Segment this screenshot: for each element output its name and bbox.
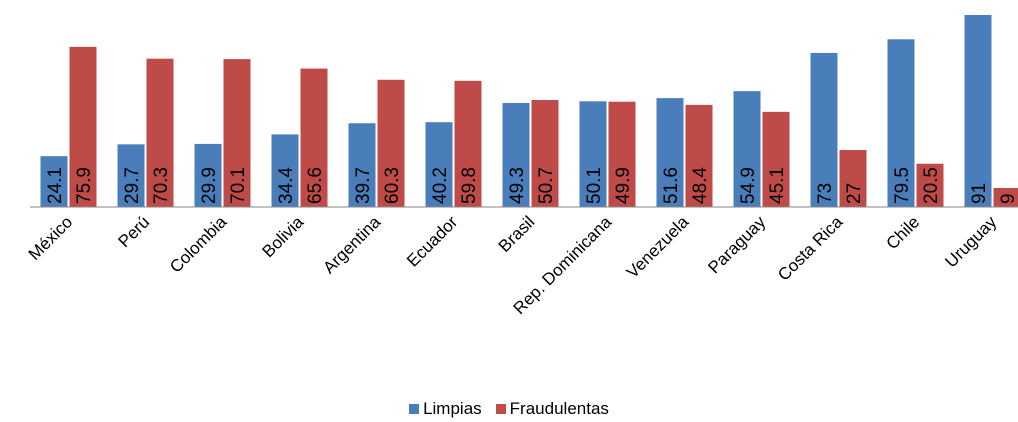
data-label-fraudulentas-costa-rica: 27 xyxy=(844,183,865,204)
bar-fraudulentas-chile xyxy=(916,163,944,207)
data-label-limpias-chile: 79.5 xyxy=(892,167,913,204)
data-label-limpias-costa-rica: 73 xyxy=(815,183,836,204)
bar-limpias-brasil xyxy=(502,102,530,207)
data-label-limpias-venezuela: 51.6 xyxy=(661,167,682,204)
data-label-limpias-peru: 29.7 xyxy=(122,167,143,204)
data-label-limpias-paraguay: 54.9 xyxy=(738,167,759,204)
data-label-fraudulentas-chile: 20.5 xyxy=(921,167,942,204)
data-label-fraudulentas-venezuela: 48.4 xyxy=(690,167,711,204)
bar-limpias-peru xyxy=(117,144,145,207)
bar-limpias-chile xyxy=(887,39,915,208)
category-label-colombia: Colombia xyxy=(166,212,231,277)
bars-layer xyxy=(40,15,1018,208)
data-label-limpias-uruguay: 91 xyxy=(969,183,990,204)
legend-swatch-limpias xyxy=(409,404,420,414)
bar-fraudulentas-rep-dominicana xyxy=(608,101,636,207)
category-label-costa-rica: Costa Rica xyxy=(774,212,847,285)
bar-limpias-ecuador xyxy=(425,122,453,207)
bar-limpias-paraguay xyxy=(733,91,761,207)
category-label-ecuador: Ecuador xyxy=(403,212,461,270)
data-label-fraudulentas-mexico: 75.9 xyxy=(74,167,95,204)
data-label-limpias-colombia: 29.9 xyxy=(199,167,220,204)
bar-limpias-colombia xyxy=(194,143,222,207)
data-label-fraudulentas-uruguay: 9 xyxy=(998,193,1018,204)
bar-fraudulentas-brasil xyxy=(531,100,559,207)
category-label-uruguay: Uruguay xyxy=(941,212,1000,271)
data-label-fraudulentas-bolivia: 65.6 xyxy=(305,167,326,204)
category-label-paraguay: Paraguay xyxy=(704,212,769,277)
data-label-fraudulentas-rep-dominicana: 49.9 xyxy=(613,167,634,204)
value-labels-layer: 24.1 75.9 29.7 70.3 29.9 70.1 34.4 65.6 39.7 60.3… xyxy=(45,167,1018,204)
legend-item-fraudulentas: Fraudulentas xyxy=(495,399,609,419)
bar-fraudulentas-peru xyxy=(146,58,174,207)
category-label-bolivia: Bolivia xyxy=(258,212,307,261)
category-label-mexico: México xyxy=(25,212,77,264)
bar-chart: 24.1 75.9 29.7 70.3 29.9 70.1 34.4 65.6 39.7 60.3… xyxy=(25,15,1018,318)
data-label-fraudulentas-paraguay: 45.1 xyxy=(767,167,788,204)
data-label-limpias-brasil: 49.3 xyxy=(507,167,528,204)
bar-limpias-uruguay xyxy=(964,15,992,207)
bar-limpias-bolivia xyxy=(271,134,299,207)
legend-item-limpias: Limpias xyxy=(409,399,482,419)
bar-fraudulentas-uruguay xyxy=(993,188,1018,207)
category-label-brasil: Brasil xyxy=(495,212,538,255)
bar-fraudulentas-mexico xyxy=(69,46,97,207)
category-labels-layer: México Perú Colombia Bolivia Argentina Ecuado… xyxy=(25,212,1001,318)
data-label-limpias-bolivia: 34.4 xyxy=(276,167,297,204)
category-label-venezuela: Venezuela xyxy=(623,212,693,282)
legend-label-fraudulentas: Fraudulentas xyxy=(509,399,609,418)
data-label-fraudulentas-colombia: 70.1 xyxy=(228,167,249,204)
legend: Limpias Fraudulentas xyxy=(0,399,1018,419)
bar-fraudulentas-venezuela xyxy=(685,104,713,207)
data-label-fraudulentas-argentina: 60.3 xyxy=(382,167,403,204)
legend-label-limpias: Limpias xyxy=(423,399,482,418)
bar-limpias-mexico xyxy=(40,156,68,207)
bar-fraudulentas-paraguay xyxy=(762,111,790,207)
bar-fraudulentas-costa-rica xyxy=(839,150,867,207)
bar-fraudulentas-colombia xyxy=(223,59,251,207)
category-label-peru: Perú xyxy=(114,212,153,251)
data-label-limpias-rep-dominicana: 50.1 xyxy=(584,167,605,204)
bar-fraudulentas-bolivia xyxy=(300,68,328,207)
data-label-fraudulentas-brasil: 50.7 xyxy=(536,167,557,204)
data-label-limpias-argentina: 39.7 xyxy=(353,167,374,204)
legend-swatch-fraudulentas xyxy=(495,404,506,414)
bar-limpias-rep-dominicana xyxy=(579,101,607,207)
category-label-argentina: Argentina xyxy=(319,212,384,277)
bar-fraudulentas-ecuador xyxy=(454,80,482,207)
bar-limpias-venezuela xyxy=(656,98,684,207)
data-label-fraudulentas-peru: 70.3 xyxy=(151,167,172,204)
data-label-fraudulentas-ecuador: 59.8 xyxy=(459,167,480,204)
data-label-limpias-ecuador: 40.2 xyxy=(430,167,451,204)
bar-limpias-costa-rica xyxy=(810,52,838,207)
bar-fraudulentas-argentina xyxy=(377,79,405,207)
bar-limpias-argentina xyxy=(348,123,376,207)
data-label-limpias-mexico: 24.1 xyxy=(45,167,66,204)
category-label-chile: Chile xyxy=(882,212,923,253)
